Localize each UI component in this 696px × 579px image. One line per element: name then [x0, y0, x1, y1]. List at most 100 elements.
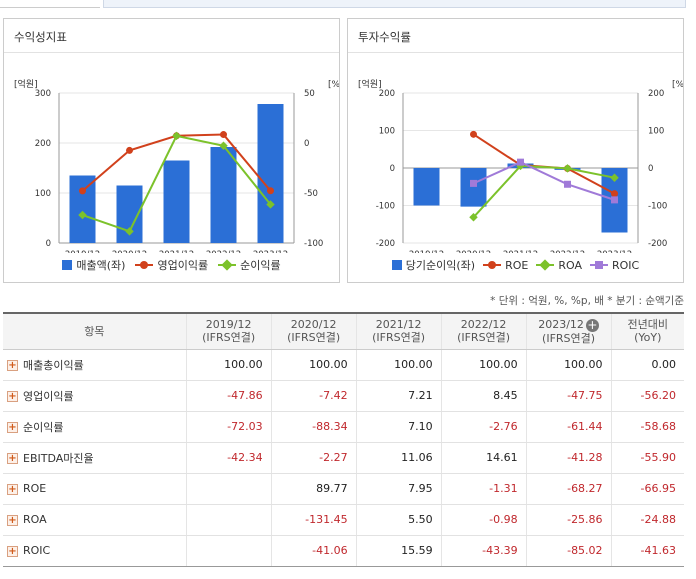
line-diamond-icon [218, 259, 237, 271]
right-tick-label: 200 [648, 89, 664, 99]
table-cell: 100.00 [356, 349, 442, 381]
data-point [78, 210, 87, 220]
legend-item[interactable]: ROE [483, 257, 528, 273]
expand-icon[interactable]: + [7, 514, 18, 526]
left-axis-unit: [억원] [14, 78, 38, 90]
table-cell: 100.00 [526, 349, 612, 381]
bar [69, 175, 96, 243]
col-header-yoy: 전년대비 (YoY) [611, 313, 684, 350]
left-tick-label: 0 [390, 164, 395, 174]
row-label[interactable]: + ROIC [3, 535, 187, 567]
profitability-table: 항목 2019/12 (IFRS연결) 2020/12 (IFRS연결) 2021/… [3, 312, 684, 567]
legend-item[interactable]: ROIC [589, 257, 640, 273]
table-cell: 100.00 [271, 349, 357, 381]
table-cell: -72.03 [186, 411, 272, 443]
expand-icon[interactable]: + [7, 483, 18, 495]
right-tick-label: 0 [648, 164, 653, 174]
data-point [563, 164, 572, 173]
data-point [517, 158, 524, 166]
bar-swatch-icon [391, 260, 402, 270]
left-tick-label: 200 [35, 139, 51, 149]
left-tick-label: -100 [376, 202, 395, 212]
expand-icon[interactable]: + [7, 453, 18, 464]
add-column-icon[interactable]: + [585, 317, 599, 332]
legend-item[interactable]: 영업이익률 [135, 257, 208, 273]
table-cell [186, 504, 272, 536]
table-cell: -41.28 [526, 442, 612, 474]
table-cell: -85.02 [526, 535, 612, 567]
table-cell: -55.90 [611, 442, 684, 474]
chart-legend: 매출액(좌) 영업이익률 순이익률 [4, 257, 339, 273]
table-cell: -0.98 [441, 504, 527, 536]
table-cell: 7.21 [356, 380, 442, 412]
table-cell: -56.20 [611, 380, 684, 412]
table-cell: 11.06 [356, 442, 442, 474]
expand-icon[interactable]: + [7, 391, 18, 402]
legend-item[interactable]: ROA [536, 257, 582, 273]
legend-label: 당기순이익(좌) [405, 259, 476, 272]
col-header[interactable]: 2022/12 (IFRS연결) [441, 313, 527, 350]
line-dot-icon [483, 260, 502, 270]
col-header[interactable]: 2019/12 (IFRS연결) [186, 313, 272, 350]
legend-item[interactable]: 매출액(좌) [62, 257, 125, 273]
table-row: + 영업이익률 -47.86 -7.42 7.21 8.45 -47.75 -56.20 [3, 380, 684, 412]
table-cell: -41.63 [611, 535, 684, 567]
data-point [267, 187, 274, 195]
table-cell: -131.45 [271, 504, 357, 536]
bar [413, 168, 440, 206]
left-tick-label: 200 [379, 89, 395, 99]
investment-return-chart-panel: 투자수익률 [억원] [%] 200 100 0 -100 -200 200 100 0 -100 -… [347, 18, 684, 283]
bar [460, 168, 487, 207]
row-label[interactable]: + 영업이익률 [3, 380, 187, 412]
legend-label: ROA [558, 258, 582, 272]
col-header[interactable]: 2023/12 + (IFRS연결) [526, 313, 612, 350]
col-header[interactable]: 2020/12 (IFRS연결) [271, 313, 357, 350]
right-axis-unit: [%] [328, 80, 339, 90]
table-cell: -66.95 [611, 473, 684, 505]
row-label[interactable]: + ROA [3, 504, 187, 536]
table-header-row: 항목 2019/12 (IFRS연결) 2020/12 (IFRS연결) 2021/… [3, 313, 684, 350]
row-label-text: 매출총이익률 [23, 358, 84, 372]
expand-icon[interactable]: + [7, 422, 18, 433]
left-tick-label: 0 [46, 239, 51, 249]
table-row: + ROA -131.45 5.50 -0.98 -25.86 -24.88 [3, 504, 684, 536]
table-cell: 15.59 [356, 535, 442, 567]
table-cell: -47.86 [186, 380, 272, 412]
left-axis-unit: [억원] [358, 78, 382, 90]
col-header[interactable]: 2021/12 (IFRS연결) [356, 313, 442, 350]
tab-underline [0, 0, 100, 8]
left-tick-label: -200 [376, 239, 395, 249]
bar-swatch-icon [62, 260, 73, 270]
bar [210, 147, 237, 243]
legend-label: ROIC [611, 258, 640, 272]
series-line [472, 164, 615, 218]
table-cell: -41.06 [271, 535, 357, 567]
chart-legend: 당기순이익(좌) ROE ROA ROIC [348, 257, 683, 273]
expand-icon[interactable]: + [7, 360, 18, 371]
unit-note: * 단위 : 억원, %, %p, 배 * 분기 : 순액기준 [490, 295, 684, 307]
expand-icon[interactable]: + [7, 545, 18, 557]
data-point [470, 179, 477, 187]
series-line [472, 133, 615, 195]
table-row: + ROIC -41.06 15.59 -43.39 -85.02 -41.63 [3, 535, 684, 567]
profitability-chart-panel: 수익성지표 [억원] [%] 300 200 100 0 50 0 -50 -100 2019/12… [3, 18, 340, 283]
table-cell: 8.45 [441, 380, 527, 412]
col-header-item: 항목 [3, 313, 187, 350]
bar [257, 104, 284, 243]
row-label[interactable]: + EBITDA마진율 [3, 442, 187, 474]
x-tick-label: 2023/12 [597, 250, 632, 253]
table-row: + 매출총이익률 100.00 100.00 100.00 100.00 100.00 0.0… [3, 349, 684, 381]
x-tick-label: 2023/12 [253, 250, 288, 253]
legend-item[interactable]: 당기순이익(좌) [391, 257, 476, 273]
row-label-text: ROIC [23, 544, 51, 557]
line-diamond-icon [536, 259, 555, 271]
row-label[interactable]: + 매출총이익률 [3, 349, 187, 381]
left-tick-label: 300 [35, 89, 51, 99]
legend-item[interactable]: 순이익률 [218, 257, 281, 273]
table-cell: -88.34 [271, 411, 357, 443]
row-label[interactable]: + ROE [3, 473, 187, 505]
right-tick-label: 50 [304, 89, 315, 99]
row-label[interactable]: + 순이익률 [3, 411, 187, 443]
table-cell: 14.61 [441, 442, 527, 474]
data-point [219, 141, 228, 151]
